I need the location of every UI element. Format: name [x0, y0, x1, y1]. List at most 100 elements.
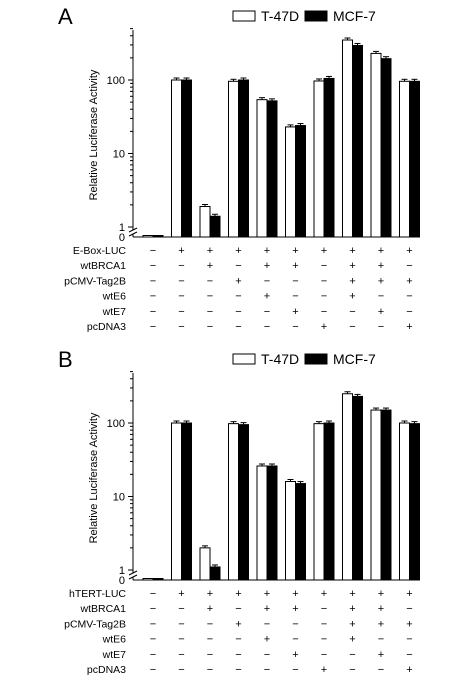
y-zero-label: 0	[119, 232, 125, 244]
condition-sign: +	[406, 321, 412, 333]
condition-sign: +	[349, 603, 355, 615]
condition-sign: +	[292, 245, 298, 257]
condition-sign: −	[178, 260, 184, 272]
condition-row-label: wtBRCA1	[79, 603, 126, 615]
y-tick-label: 10	[113, 149, 125, 161]
bar-mcf7	[323, 77, 335, 238]
condition-sign: +	[264, 245, 270, 257]
bar-mcf7	[409, 80, 420, 238]
axis-break-mark	[128, 570, 138, 580]
bar-t47d	[342, 39, 353, 238]
bar-mcf7	[295, 125, 306, 238]
condition-sign: −	[378, 291, 384, 303]
condition-sign: −	[235, 306, 241, 318]
condition-sign: −	[264, 321, 270, 333]
y-tick-label: 100	[107, 418, 125, 430]
condition-sign: +	[321, 664, 327, 676]
bar-t47d	[399, 422, 410, 581]
condition-sign: +	[406, 664, 412, 676]
condition-row-label: wtE6	[102, 634, 127, 646]
condition-sign: −	[349, 321, 355, 333]
condition-sign: +	[235, 275, 241, 287]
condition-sign: −	[321, 649, 327, 661]
condition-sign: −	[406, 603, 412, 615]
condition-sign: −	[178, 634, 184, 646]
bar-t47d	[285, 480, 296, 581]
condition-sign: −	[292, 291, 298, 303]
condition-sign: −	[321, 260, 327, 272]
condition-sign: +	[178, 588, 184, 600]
bar-t47d	[285, 126, 296, 238]
condition-sign: −	[406, 306, 412, 318]
condition-sign: −	[178, 664, 184, 676]
condition-sign: −	[150, 588, 156, 600]
condition-sign: +	[321, 321, 327, 333]
panel-a: A T-47D MCF-7 1 10 100 0 Relative Luciferase Ac…	[58, 4, 420, 333]
condition-sign: −	[150, 603, 156, 615]
bar-mcf7	[181, 79, 192, 238]
legend-label: T-47D	[261, 8, 299, 24]
condition-sign: −	[349, 649, 355, 661]
y-axis-title: Relative Luciferase Activity	[88, 69, 100, 200]
condition-sign: −	[207, 306, 213, 318]
condition-sign: −	[235, 664, 241, 676]
condition-sign: −	[235, 634, 241, 646]
condition-sign: +	[378, 618, 384, 630]
condition-sign: −	[292, 321, 298, 333]
condition-sign: +	[292, 260, 298, 272]
y-tick-label: 1	[119, 565, 125, 577]
y-zero-label: 0	[119, 575, 125, 587]
condition-sign: −	[321, 291, 327, 303]
bar-mcf7	[380, 409, 392, 581]
condition-sign: −	[178, 618, 184, 630]
bar-t47d	[313, 423, 325, 581]
condition-sign: −	[235, 321, 241, 333]
condition-sign: −	[207, 291, 213, 303]
condition-row-label: E-Box-LUC	[73, 245, 127, 257]
condition-sign: +	[207, 603, 213, 615]
condition-sign: −	[292, 634, 298, 646]
condition-sign: −	[292, 618, 298, 630]
bar-mcf7	[238, 424, 249, 581]
condition-sign: −	[264, 649, 270, 661]
condition-sign: −	[264, 275, 270, 287]
condition-sign: −	[321, 618, 327, 630]
condition-sign: +	[406, 588, 412, 600]
condition-sign: +	[406, 618, 412, 630]
condition-sign: +	[235, 245, 241, 257]
panel-b: B T-47D MCF-7 1 10 100 0 Relative Luciferase Ac…	[58, 347, 420, 676]
condition-sign: +	[264, 634, 270, 646]
y-tick-label: 100	[107, 75, 125, 87]
condition-sign: −	[264, 664, 270, 676]
condition-sign: −	[349, 664, 355, 676]
condition-sign: +	[349, 275, 355, 287]
bar-t47d	[313, 80, 325, 238]
bar-t47d	[256, 99, 268, 238]
condition-sign: +	[349, 588, 355, 600]
condition-sign: −	[178, 649, 184, 661]
condition-sign: +	[349, 634, 355, 646]
condition-sign: +	[207, 588, 213, 600]
condition-sign: −	[178, 291, 184, 303]
condition-sign: −	[150, 634, 156, 646]
condition-sign: −	[150, 275, 156, 287]
condition-sign: +	[207, 260, 213, 272]
condition-sign: −	[235, 649, 241, 661]
condition-sign: +	[378, 275, 384, 287]
bar-mcf7	[380, 58, 392, 238]
condition-sign: −	[207, 275, 213, 287]
condition-sign: +	[292, 649, 298, 661]
condition-sign: +	[264, 588, 270, 600]
legend-label: MCF-7	[333, 351, 376, 367]
bar-mcf7	[181, 422, 192, 581]
condition-sign: +	[406, 275, 412, 287]
condition-row-label: hTERT-LUC	[69, 588, 126, 600]
condition-row-label: wtE6	[102, 291, 127, 303]
condition-sign: −	[178, 306, 184, 318]
condition-sign: −	[150, 245, 156, 257]
bar-t47d	[399, 80, 410, 238]
condition-sign: −	[207, 321, 213, 333]
condition-sign: −	[321, 603, 327, 615]
condition-sign: −	[264, 306, 270, 318]
